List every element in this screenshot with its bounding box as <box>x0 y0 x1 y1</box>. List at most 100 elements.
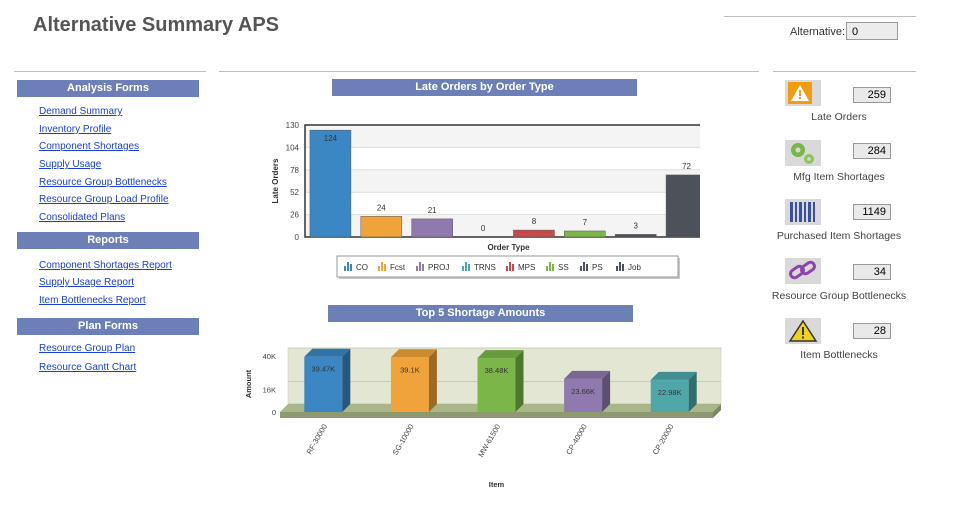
analysis-forms-header: Analysis Forms <box>17 80 199 97</box>
main-divider <box>219 71 759 72</box>
gears-icon[interactable] <box>785 140 821 166</box>
page-title: Alternative Summary APS <box>33 14 280 36</box>
y-tick-label: 52 <box>290 188 299 197</box>
legend-swatch <box>422 264 424 271</box>
legend-swatch <box>549 262 551 271</box>
bar-ps <box>614 234 657 238</box>
x-tick-label: SG-10000 <box>391 423 416 457</box>
legend-label-mps: MPS <box>518 263 535 272</box>
legend-swatch <box>622 264 624 271</box>
link-component-shortages[interactable]: Component Shortages <box>39 141 140 152</box>
link-consolidated-plans[interactable]: Consolidated Plans <box>39 212 126 223</box>
alternative-input[interactable]: 0 <box>846 22 898 40</box>
legend-label-fcst: Fcst <box>390 263 406 272</box>
bar-side <box>602 370 611 412</box>
plan-forms-header: Plan Forms <box>17 318 199 335</box>
floor-front <box>280 412 713 418</box>
y-tick-label: 78 <box>290 166 299 175</box>
bar-fcst <box>360 216 403 238</box>
floor-side <box>713 404 721 418</box>
bar-rf-30000 <box>304 356 343 412</box>
alternative-label: Alternative: <box>790 26 846 38</box>
y-tick-label: 16K <box>263 386 276 395</box>
legend-swatch <box>378 266 380 271</box>
mfg-item-shortages-value: 284 <box>853 143 891 159</box>
bar-proj <box>411 218 453 238</box>
legend-label-ss: SS <box>558 263 569 272</box>
resource-group-bottlenecks-label: Resource Group Bottlenecks <box>771 290 907 302</box>
y-tick-label: 26 <box>290 211 299 220</box>
bar-sg-10000 <box>390 357 429 412</box>
data-label: 39.1K <box>400 365 420 374</box>
bar-top <box>650 371 697 380</box>
grid-band <box>305 125 700 148</box>
late-orders-label: Late Orders <box>811 111 867 123</box>
x-tick-label: CP-20000 <box>651 423 676 457</box>
legend-swatch <box>350 264 352 271</box>
link-resource-group-load-profile[interactable]: Resource Group Load Profile <box>39 194 169 205</box>
link-item-bottlenecks-report[interactable]: Item Bottlenecks Report <box>39 295 146 306</box>
legend-swatch <box>552 264 554 271</box>
bar-cp-40000 <box>564 378 603 412</box>
legend-swatch <box>586 264 588 271</box>
data-label: 3 <box>633 221 638 230</box>
bar-cp-20000 <box>650 379 689 412</box>
data-label: 124 <box>324 134 338 143</box>
grid-band <box>305 192 700 215</box>
y-tick-label: 0 <box>272 408 276 417</box>
alert-sign-icon[interactable] <box>785 318 821 344</box>
link-resource-gantt-chart[interactable]: Resource Gantt Chart <box>39 362 137 373</box>
bar-side <box>688 371 697 412</box>
bar-top <box>564 370 611 379</box>
legend-swatch <box>419 262 421 271</box>
barcode-icon[interactable] <box>785 199 821 225</box>
x-axis-label: Order Type <box>487 243 530 252</box>
legend-swatch <box>583 262 585 271</box>
link-supply-usage[interactable]: Supply Usage <box>39 159 102 170</box>
legend-swatch <box>509 262 511 271</box>
bar-top <box>304 348 351 357</box>
y-axis-label: Late Orders <box>271 158 280 203</box>
link-inventory-profile[interactable]: Inventory Profile <box>39 124 112 135</box>
y-tick-label: 40K <box>263 352 276 361</box>
x-tick-label: MW-61500 <box>476 423 502 459</box>
legend-swatch <box>468 264 470 271</box>
kpi-divider <box>773 71 916 72</box>
legend-swatch <box>462 266 464 271</box>
legend-label-ps: PS <box>592 263 603 272</box>
link-component-shortages-report[interactable]: Component Shortages Report <box>39 260 172 271</box>
purchased-item-shortages-value: 1149 <box>853 204 891 220</box>
data-label: 22.98K <box>658 388 682 397</box>
link-demand-summary[interactable]: Demand Summary <box>39 106 123 117</box>
legend-label-co: CO <box>356 263 368 272</box>
link-supply-usage-report[interactable]: Supply Usage Report <box>39 277 135 288</box>
data-label: 38.48K <box>485 366 509 375</box>
link-resource-group-bottlenecks[interactable]: Resource Group Bottlenecks <box>39 177 167 188</box>
bar-top <box>390 349 437 358</box>
data-label: 39.47K <box>311 365 335 374</box>
item-bottlenecks-label: Item Bottlenecks <box>800 349 878 361</box>
data-label: 7 <box>583 218 588 227</box>
shortage-chart: 0 16K 40K 39.47K RF-30000 39.1K SG-10000 38.48K… <box>244 347 722 489</box>
late-orders-chart: 0 26 52 78 104 130 124 24 21 0 8 7 3 72 Order Type Late… <box>271 121 700 279</box>
reports-header: Reports <box>17 232 199 249</box>
bar-mps <box>513 229 555 238</box>
data-label: 0 <box>481 224 486 233</box>
purchased-item-shortages-label: Purchased Item Shortages <box>776 230 902 242</box>
legend-swatch <box>506 266 508 271</box>
link-resource-group-plan[interactable]: Resource Group Plan <box>39 343 136 354</box>
bar-ss <box>564 230 606 238</box>
resource-group-bottlenecks-value: 34 <box>853 264 891 280</box>
shortage-chart-title: Top 5 Shortage Amounts <box>328 305 633 322</box>
legend-swatch <box>546 266 548 271</box>
legend-swatch <box>512 264 514 271</box>
sidebar-divider <box>14 71 206 72</box>
late-orders-chart-title: Late Orders by Order Type <box>332 79 637 96</box>
y-tick-label: 104 <box>286 143 300 152</box>
x-tick-label: RF-30000 <box>305 423 329 456</box>
x-tick-label: CP-40000 <box>564 423 589 457</box>
chain-link-icon[interactable] <box>785 258 821 284</box>
bar-co <box>309 129 352 238</box>
late-orders-value: 259 <box>853 87 891 103</box>
warning-triangle-icon[interactable] <box>785 80 821 106</box>
